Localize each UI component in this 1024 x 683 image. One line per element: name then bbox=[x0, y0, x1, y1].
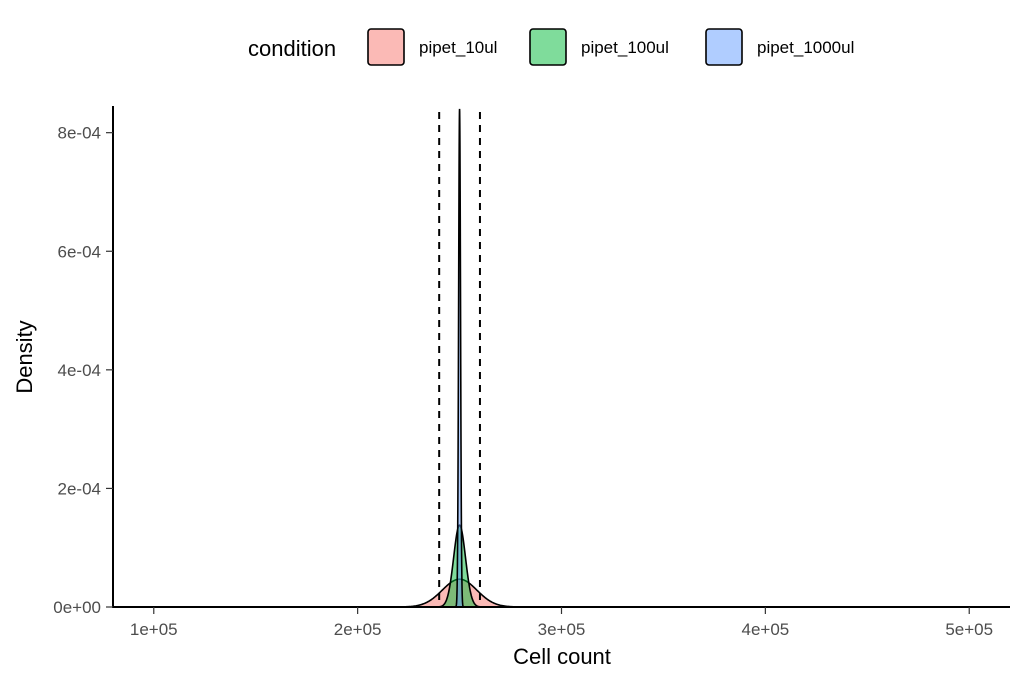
density-curve-pipet_10ul bbox=[113, 578, 1010, 608]
legend-swatch bbox=[529, 28, 567, 66]
legend-item-pipet_100ul: pipet_100ul bbox=[529, 28, 669, 66]
x-tick-label: 2e+05 bbox=[334, 620, 382, 639]
legend-label: pipet_1000ul bbox=[757, 38, 854, 57]
y-tick-label: 6e-04 bbox=[58, 242, 101, 261]
reference-lines bbox=[438, 112, 481, 607]
y-tick-label: 2e-04 bbox=[58, 479, 101, 498]
y-tick-label: 4e-04 bbox=[58, 361, 101, 380]
legend-item-pipet_10ul: pipet_10ul bbox=[367, 28, 497, 66]
density-layer bbox=[113, 108, 1010, 608]
legend: condition pipet_10ul pipet_100ul pipet_100… bbox=[248, 28, 854, 66]
legend-swatch bbox=[705, 28, 743, 66]
legend-title: condition bbox=[248, 36, 336, 61]
y-axis-ticks: 0e+00 2e-04 4e-04 6e-04 8e-04 bbox=[53, 124, 113, 617]
x-axis-ticks: 1e+05 2e+05 3e+05 4e+05 5e+05 bbox=[130, 607, 993, 639]
legend-item-pipet_1000ul: pipet_1000ul bbox=[705, 28, 854, 66]
density-curve-pipet_100ul bbox=[113, 524, 1010, 608]
y-tick-label: 0e+00 bbox=[53, 598, 101, 617]
x-tick-label: 3e+05 bbox=[538, 620, 586, 639]
y-axis-label: Density bbox=[12, 320, 37, 393]
legend-label: pipet_100ul bbox=[581, 38, 669, 57]
legend-label: pipet_10ul bbox=[419, 38, 497, 57]
x-axis-label: Cell count bbox=[513, 644, 611, 669]
x-tick-label: 4e+05 bbox=[741, 620, 789, 639]
y-tick-label: 8e-04 bbox=[58, 124, 101, 143]
density-curve-pipet_1000ul bbox=[113, 108, 1010, 608]
x-tick-label: 5e+05 bbox=[945, 620, 993, 639]
legend-swatch bbox=[367, 28, 405, 66]
x-tick-label: 1e+05 bbox=[130, 620, 178, 639]
